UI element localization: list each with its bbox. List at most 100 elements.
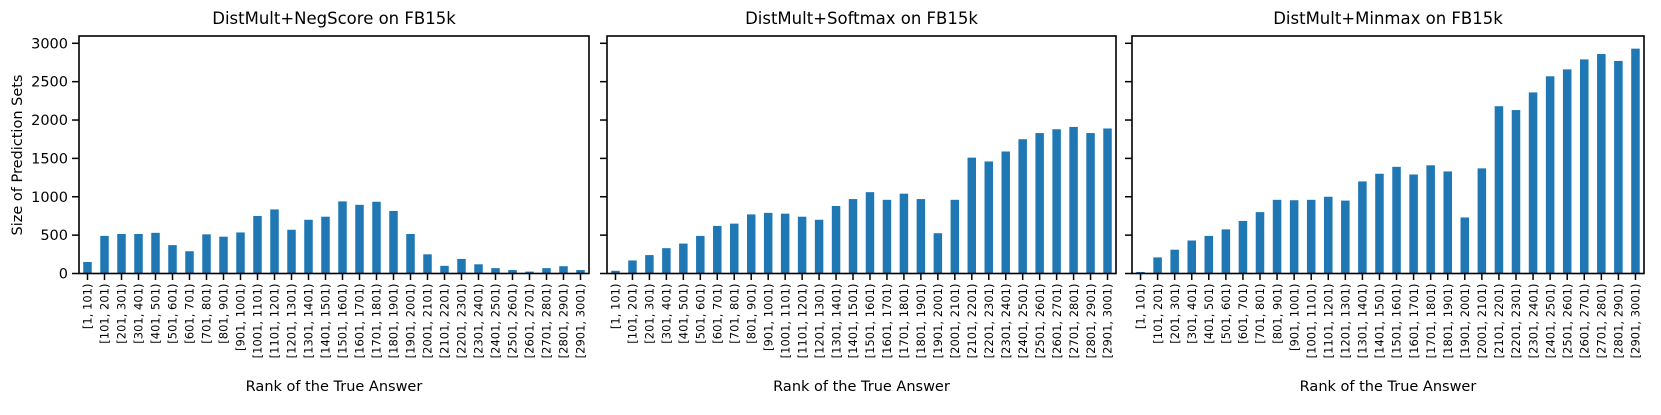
x-tick-label: [701, 801) [727,284,741,344]
x-tick-label: [1701, 1801) [370,284,384,359]
bar [1255,212,1265,274]
chart-title-negscore: DistMult+NegScore on FB15k [212,9,456,28]
x-axis-label-minmax: Rank of the True Answer [1299,379,1477,395]
x-tick-label: [2601, 2701) [1577,284,1591,359]
bar [1511,110,1521,274]
x-tick-label: [1501, 1601) [336,284,350,359]
bar [1631,48,1640,274]
x-tick-label: [1701, 1801) [1424,284,1438,359]
x-tick-label: [2001, 2101) [421,284,435,359]
bar [338,201,347,274]
x-tick-label: [201, 301) [1168,284,1182,344]
bar [865,192,875,274]
bar [679,243,688,274]
bar [491,268,500,274]
x-tick-label: [2901, 3001) [1629,284,1643,359]
x-tick-label: [701, 801) [200,284,214,344]
bar [1375,173,1384,274]
x-tick-label: [801, 901) [217,284,231,344]
bar [1597,54,1606,274]
x-tick-label: [2101, 2201) [438,284,452,359]
bar [831,205,841,274]
x-tick-label: [1301, 1401) [829,284,843,359]
bar [576,270,585,274]
x-tick-label: [2801, 2901) [1084,284,1098,359]
bar [1221,229,1231,274]
bar [525,271,534,274]
bar [423,254,432,274]
bar [746,214,756,274]
x-tick-label: [701, 801) [1253,284,1267,344]
x-tick-label: [1601, 1701) [353,284,367,359]
bar [967,157,977,274]
x-tick-label: [1301, 1401) [302,284,316,359]
bar [1187,240,1196,274]
x-axis-label-softmax: Rank of the True Answer [773,379,950,395]
x-tick-label: [1801, 1901) [914,284,928,359]
bar [882,199,892,274]
plot-border [78,35,590,275]
x-tick-label: [1001, 1101) [251,284,265,359]
bar [1426,165,1435,274]
bar [1562,69,1572,274]
x-tick-label: [2901, 3001) [574,284,588,359]
bar [1545,76,1555,274]
x-tick-label: [901, 1001) [234,284,248,352]
x-tick-label: [1201, 1301) [285,284,299,359]
x-tick-label: [501, 601) [1219,284,1233,344]
x-tick-label: [1, 101) [609,284,623,330]
x-tick-label: [2701, 2801) [540,284,554,359]
bar [355,204,364,274]
bar [1494,106,1504,274]
x-tick-label: [1501, 1601) [863,284,877,359]
x-tick-label: [601, 701) [710,284,724,344]
x-tick-label: [1201, 1301) [812,284,826,359]
y-tick-label: 2000 [31,113,68,129]
bar [1409,174,1418,274]
x-tick-label: [1601, 1701) [880,284,894,359]
x-tick-label: [1901, 2001) [931,284,945,359]
bar [321,216,330,274]
x-tick-label: [2701, 2801) [1595,284,1609,359]
chart-title-softmax: DistMult+Softmax on FB15k [745,9,978,28]
bar [457,258,466,274]
plot-border [1131,35,1645,275]
bar [389,210,398,274]
x-tick-label: [2201, 2301) [1509,284,1523,359]
bar [916,199,926,274]
bar [1324,196,1333,274]
x-tick-label: [1201, 1301) [1339,284,1353,359]
x-tick-label: [301, 401) [660,284,674,344]
x-tick-label: [1, 101) [81,284,95,330]
bar [270,209,279,274]
bar [100,235,109,274]
bar [1392,166,1401,274]
bar [933,233,943,274]
bar [797,216,807,274]
x-tick-label: [1001, 1101) [1304,284,1318,359]
x-tick-label: [1001, 1101) [778,284,792,359]
bar [117,233,126,274]
bar [202,234,211,274]
bar [814,219,824,274]
bar [1238,220,1248,274]
bar [899,193,909,274]
x-tick-label: [1101, 1201) [268,284,282,359]
chart-softmax-plot: [1, 101) [101, 201) [201, 301) [301, 401) [4… [600,35,1117,359]
x-tick-label: [1801, 1901) [387,284,401,359]
x-tick-label: [1401, 1501) [1373,284,1387,359]
bar [151,232,160,274]
chart-title-minmax: DistMult+Minmax on FB15k [1273,9,1503,28]
bar [219,236,228,274]
x-tick-label: [501, 601) [166,284,180,344]
bar [713,225,722,274]
x-tick-label: [801, 901) [1270,284,1284,344]
x-tick-label: [1701, 1801) [897,284,911,359]
bar [1069,126,1078,274]
x-tick-label: [401, 501) [677,284,691,344]
bar [1341,200,1350,274]
chart-negscore-plot: 0 500 1000 1500 2000 2500 3000 [1, 101) [101, 20… [31,35,590,359]
bar [1306,199,1316,274]
